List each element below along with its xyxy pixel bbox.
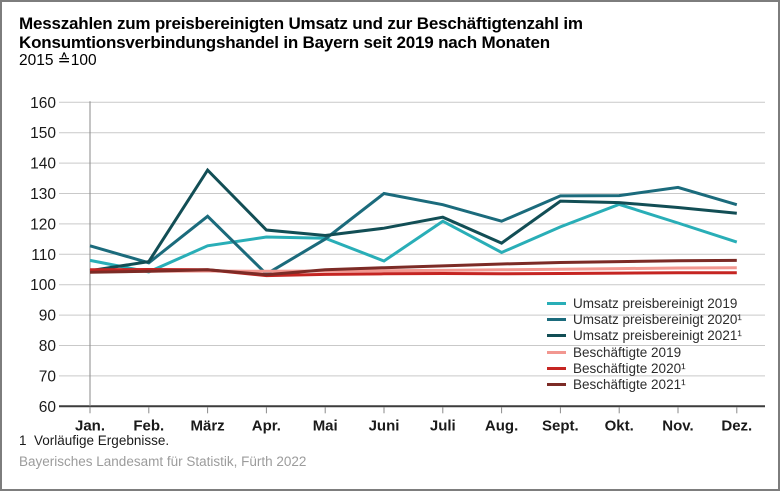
- x-tick-label-4: Apr.: [252, 417, 281, 434]
- legend-item: Umsatz preisbereinigt 2021¹: [547, 328, 742, 344]
- x-tick-label-7: Juli: [430, 417, 456, 434]
- x-axis-tick-labels: Jan. Feb. März Apr. Mai Juni Juli Aug. Sept. Okt.…: [75, 417, 752, 434]
- legend-item: Beschäftigte 2021¹: [547, 376, 742, 392]
- y-tick-label-60: 60: [39, 399, 57, 416]
- y-axis-tick-labels: 60 70 80 90 100 110 120 130 140 150 160: [30, 95, 56, 416]
- page-title-line2: Konsumtionsverbindungshandel in Bayern s…: [19, 33, 550, 52]
- y-tick-label-130: 130: [30, 186, 56, 203]
- legend-swatch-line: [547, 350, 566, 354]
- x-tick-label-1: Jan.: [75, 417, 105, 434]
- series-line-besch-ftigte-2021: [89, 258, 737, 277]
- legend-label: Beschäftigte 2019: [573, 344, 682, 360]
- chart-subtitle-index-base: 2015 ≙100: [19, 52, 97, 69]
- legend-label: Beschäftigte 2021¹: [573, 377, 686, 393]
- x-tick-label-9: Sept.: [542, 417, 579, 434]
- y-tick-label-90: 90: [39, 308, 57, 325]
- legend-swatch-line: [547, 317, 566, 321]
- legend-swatch-line: [547, 301, 566, 305]
- legend-swatch-line: [547, 366, 566, 370]
- legend-label: Beschäftigte 2020¹: [573, 360, 686, 376]
- y-tick-label-160: 160: [30, 95, 56, 112]
- y-tick-label-150: 150: [30, 125, 56, 142]
- x-tick-label-8: Aug.: [485, 417, 518, 434]
- series-line-umsatz-preisbereinigt-2019: [89, 202, 738, 274]
- title-block: Messzahlen zum preisbereinigten Umsatz u…: [19, 14, 583, 69]
- series-line-umsatz-preisbereinigt-2020: [89, 185, 738, 276]
- legend-item: Umsatz preisbereinigt 2019: [547, 295, 742, 311]
- x-axis-ticks: [89, 407, 738, 414]
- footnote-preliminary-results: 1 Vorläufige Ergebnisse.: [19, 433, 170, 448]
- legend-label: Umsatz preisbereinigt 2020¹: [573, 311, 742, 327]
- x-tick-label-12: Dez.: [721, 417, 752, 434]
- y-tick-label-100: 100: [30, 277, 56, 294]
- x-tick-label-2: Feb.: [133, 417, 164, 434]
- x-tick-label-10: Okt.: [605, 417, 634, 434]
- legend-item: Beschäftigte 2019: [547, 344, 742, 360]
- y-tick-label-140: 140: [30, 156, 56, 173]
- legend-swatch-line: [547, 334, 566, 338]
- y-tick-label-70: 70: [39, 368, 57, 385]
- y-tick-label-110: 110: [31, 247, 56, 264]
- x-tick-label-3: März: [191, 417, 225, 434]
- x-tick-label-11: Nov.: [662, 417, 693, 434]
- y-tick-label-80: 80: [39, 338, 57, 355]
- x-tick-label-5: Mai: [313, 417, 338, 434]
- series-line-umsatz-preisbereinigt-2021: [89, 167, 737, 273]
- legend-item: Umsatz preisbereinigt 2020¹: [547, 311, 742, 327]
- y-tick-label-120: 120: [30, 216, 56, 233]
- legend-item: Beschäftigte 2020¹: [547, 360, 742, 376]
- legend-swatch-line: [547, 383, 566, 387]
- data-series: [89, 167, 738, 278]
- legend-label: Umsatz preisbereinigt 2021¹: [573, 328, 742, 344]
- gridlines: [59, 101, 765, 408]
- chart-legend: Umsatz preisbereinigt 2019 Umsatz preisbe…: [547, 295, 742, 393]
- source-attribution: Bayerisches Landesamt für Statistik, Für…: [19, 454, 307, 469]
- x-tick-label-6: Juni: [369, 417, 400, 434]
- page-title-line1: Messzahlen zum preisbereinigten Umsatz u…: [19, 14, 583, 33]
- legend-label: Umsatz preisbereinigt 2019: [573, 295, 738, 311]
